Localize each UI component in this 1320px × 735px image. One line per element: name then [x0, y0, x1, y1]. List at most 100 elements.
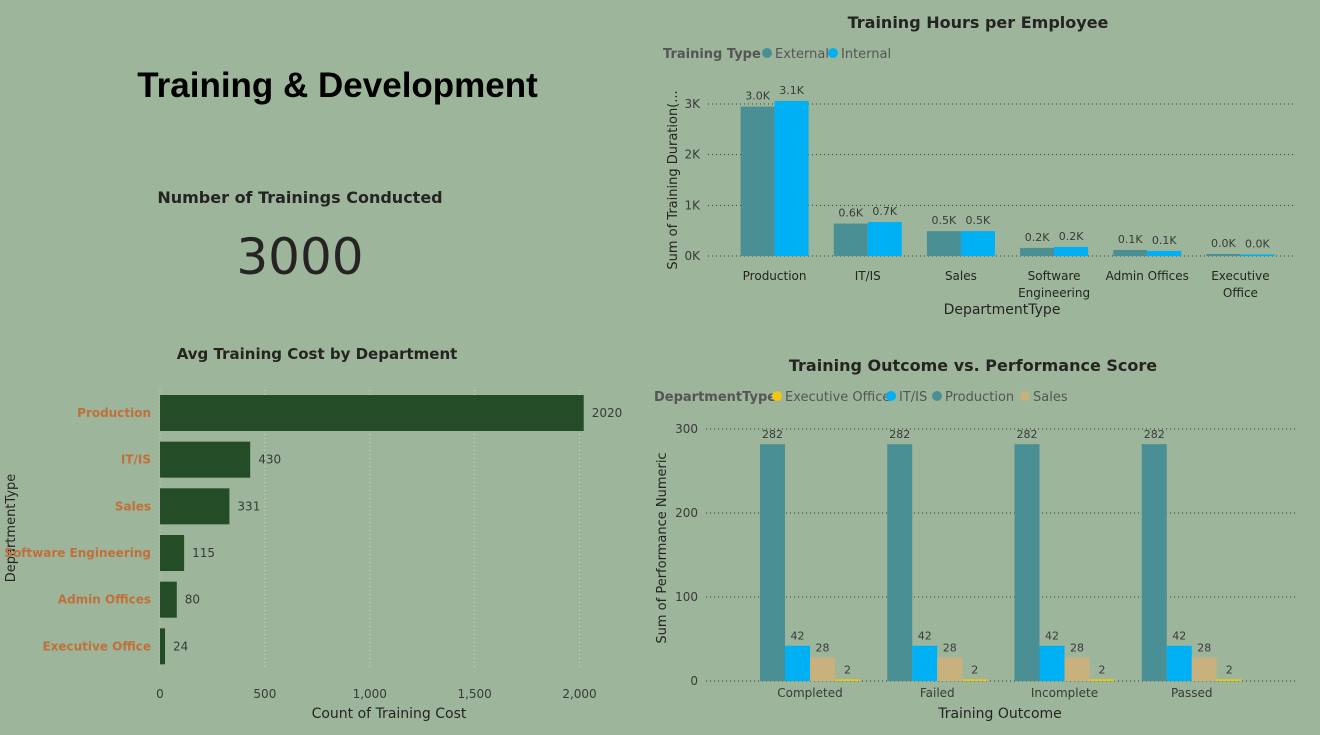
data-label: 2: [1226, 663, 1233, 676]
y-tick-label: 0K: [684, 249, 701, 263]
data-label: 282: [762, 428, 783, 441]
legend-label: Production: [945, 390, 1014, 405]
data-label: 80: [185, 593, 200, 607]
data-label: 430: [258, 453, 281, 467]
x-tick-label: Office: [1223, 286, 1258, 300]
data-label: 2: [1099, 663, 1106, 676]
y-tick-label: 100: [675, 590, 698, 604]
bar: [1166, 645, 1192, 681]
data-label: 282: [889, 428, 910, 441]
data-label: 115: [192, 546, 215, 560]
data-label: 331: [237, 499, 260, 513]
bar: [1064, 657, 1090, 681]
data-label: 0.5K: [966, 214, 991, 227]
x-tick-label: Executive: [1211, 269, 1269, 283]
x-axis-title: DepartmentType: [944, 302, 1061, 318]
x-axis-title: Training Outcome: [937, 706, 1062, 722]
x-tick-label: Sales: [945, 269, 977, 283]
bar: [1020, 247, 1055, 256]
bar: [1216, 679, 1242, 681]
bar: [774, 100, 809, 257]
bar: [937, 657, 963, 681]
data-label: 42: [918, 630, 932, 643]
page-title: Training & Development: [137, 66, 538, 105]
y-tick-label: 3K: [684, 97, 701, 111]
x-tick-label: 500: [253, 687, 276, 701]
y-tick-label: Production: [77, 406, 151, 420]
data-label: 0.2K: [1059, 230, 1084, 243]
x-tick-label: Completed: [777, 686, 842, 700]
y-tick-label: 1K: [684, 198, 701, 212]
data-label: 0.2K: [1025, 231, 1050, 244]
y-axis-title: DepartmentType: [4, 474, 19, 583]
x-tick-label: 0: [156, 687, 164, 701]
legend-marker: [828, 48, 838, 58]
bar: [912, 645, 938, 681]
legend-title: Training Type: [663, 47, 761, 62]
bar: [160, 395, 584, 431]
bar: [1039, 645, 1065, 681]
x-axis-title: Count of Training Cost: [312, 706, 467, 722]
data-label: 282: [1017, 428, 1038, 441]
bar: [887, 444, 913, 681]
y-tick-label: 0: [690, 674, 698, 688]
data-label: 28: [943, 641, 957, 654]
x-tick-label: Engineering: [1018, 286, 1090, 300]
data-label: 3.1K: [779, 84, 804, 97]
x-tick-label: 2,000: [562, 687, 596, 701]
bar: [1014, 444, 1040, 681]
bar: [1113, 249, 1148, 256]
bar: [1191, 657, 1217, 681]
data-label: 42: [791, 630, 805, 643]
data-label: 42: [1172, 630, 1186, 643]
data-label: 2020: [592, 406, 623, 420]
data-label: 2: [971, 663, 978, 676]
data-label: 0.0K: [1245, 237, 1270, 250]
bar: [833, 223, 868, 256]
data-label: 0.0K: [1211, 237, 1236, 250]
data-label: 0.6K: [838, 207, 863, 220]
x-tick-label: Software: [1028, 269, 1081, 283]
data-label: 28: [1070, 641, 1084, 654]
chart-title: Training Outcome vs. Performance Score: [789, 356, 1157, 375]
bar: [160, 628, 166, 665]
data-label: 0.1K: [1118, 233, 1143, 246]
bar: [1141, 444, 1167, 681]
legend-label: IT/IS: [899, 390, 927, 405]
bar: [1240, 254, 1275, 256]
bar: [760, 444, 785, 681]
y-tick-label: 200: [675, 506, 698, 520]
bar: [1054, 246, 1089, 256]
bar: [160, 441, 251, 478]
data-label: 42: [1045, 630, 1059, 643]
y-tick-label: Executive Office: [42, 639, 151, 653]
bar: [1147, 250, 1182, 256]
bar: [160, 535, 185, 571]
bar: [1089, 679, 1115, 681]
data-label: 3.0K: [745, 90, 770, 103]
y-tick-label: Software Engineering: [4, 546, 151, 560]
legend-label: Sales: [1033, 390, 1068, 405]
y-axis-title: Sum of Training Duration(...: [666, 90, 681, 269]
data-label: 0.1K: [1152, 234, 1177, 247]
bar: [835, 679, 860, 681]
legend-label: External: [775, 47, 829, 62]
data-label: 0.5K: [932, 214, 957, 227]
x-tick-label: Production: [743, 269, 807, 283]
data-label: 0.7K: [872, 205, 897, 218]
bar: [785, 645, 810, 681]
y-tick-label: IT/IS: [121, 453, 151, 467]
legend-marker: [1020, 391, 1030, 401]
x-tick-label: Admin Offices: [1106, 269, 1189, 283]
data-label: 28: [816, 641, 830, 654]
data-label: 282: [1144, 428, 1165, 441]
y-tick-label: 2K: [684, 148, 701, 162]
x-tick-label: IT/IS: [855, 269, 881, 283]
legend-marker: [932, 391, 942, 401]
bar: [962, 679, 988, 681]
legend-marker: [762, 48, 772, 58]
x-tick-label: 1,000: [353, 687, 387, 701]
legend-label: Executive Office: [785, 390, 890, 405]
